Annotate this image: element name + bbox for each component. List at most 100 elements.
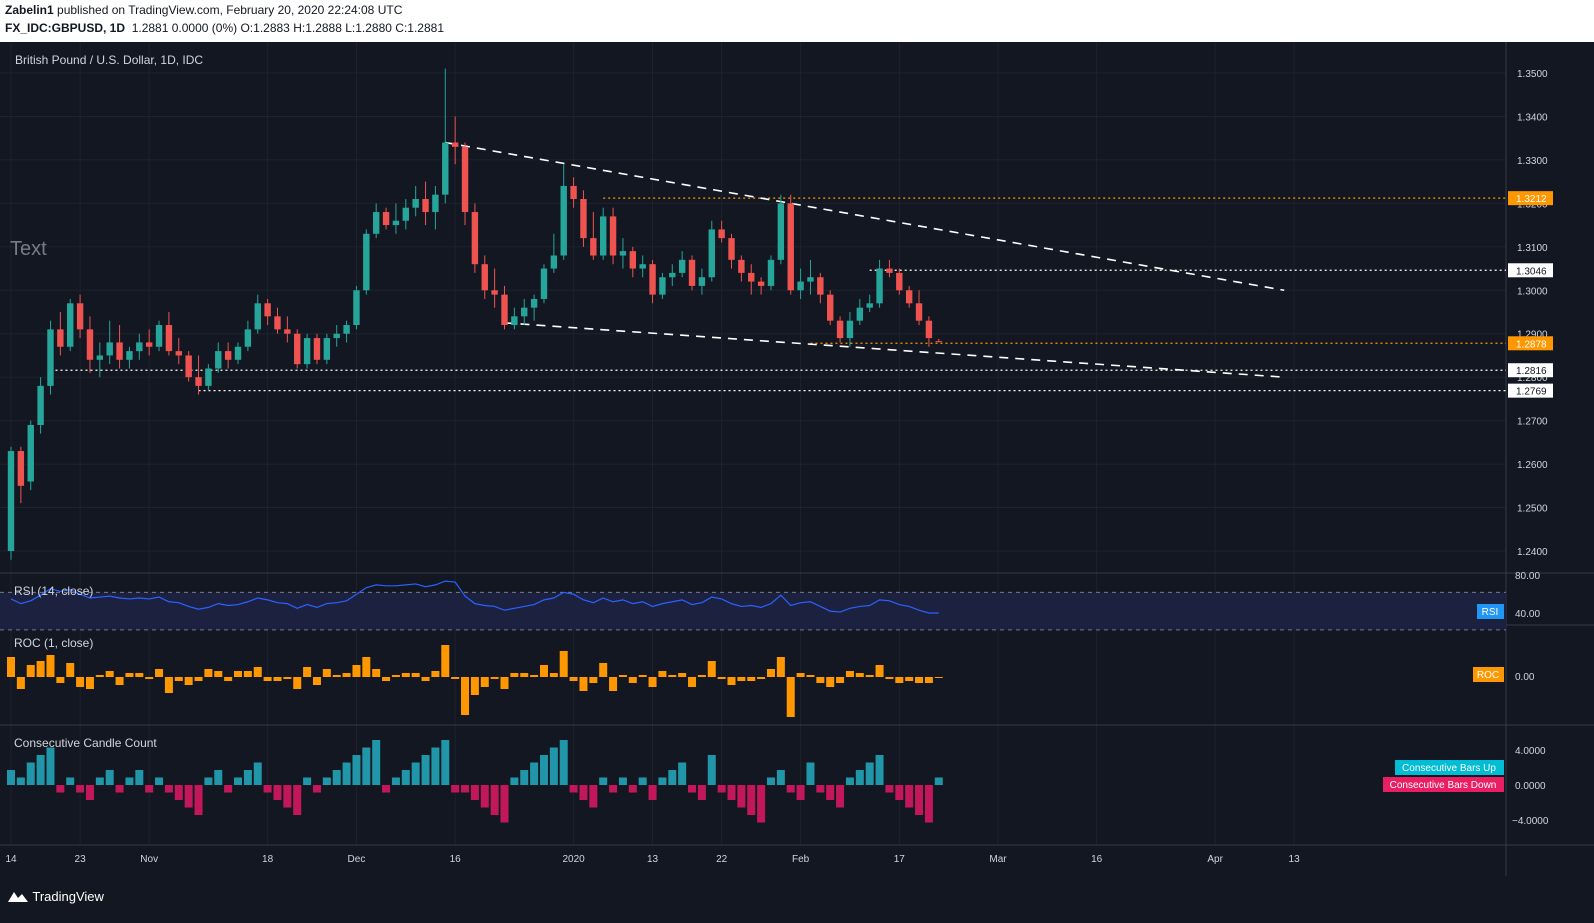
ccc-bar-down	[194, 785, 203, 815]
roc-bar	[500, 677, 509, 689]
ccc-tick-4: 4.0000	[1515, 746, 1546, 757]
roc-bar	[16, 677, 25, 689]
main-pane-title: British Pound / U.S. Dollar, 1D, IDC	[15, 53, 203, 67]
roc-bar	[85, 677, 94, 689]
candle-body	[402, 207, 409, 221]
candle-body	[896, 272, 903, 291]
roc-bar	[836, 677, 845, 683]
ccc-bar-down	[145, 785, 154, 793]
price-tick-label: 1.3000	[1517, 286, 1548, 297]
candle-body	[27, 424, 34, 482]
price-level-tag	[1508, 336, 1553, 351]
candle-body	[392, 220, 400, 226]
candle-body	[560, 185, 567, 256]
roc-bar	[747, 677, 756, 681]
roc-bar	[678, 673, 687, 677]
ccc-legend-up	[1395, 760, 1504, 775]
ccc-bar-up	[26, 762, 35, 785]
ccc-bar-up	[855, 770, 864, 785]
candles	[7, 68, 942, 560]
ccc-bar-down	[915, 785, 924, 815]
roc-tag-text: ROC	[1477, 670, 1499, 681]
roc-bar	[431, 671, 440, 677]
chart-canvas[interactable]: 1.2400 1.2500 1.2600 1.2700 1.2800 1.2900 1.30…	[0, 42, 1594, 876]
roc-bar	[539, 665, 548, 677]
time-tick-label: 13	[647, 854, 659, 865]
price-level-tag	[1508, 263, 1553, 278]
ccc-bar-up	[411, 762, 420, 785]
candle-body	[698, 277, 706, 286]
candle-body	[432, 194, 439, 213]
candle-body	[757, 281, 765, 286]
ccc-bar-down	[451, 785, 460, 793]
candle-body	[491, 290, 498, 295]
price-level-tag	[1508, 191, 1553, 206]
ccc-bar-up	[66, 777, 75, 785]
ccc-bar-up	[135, 770, 144, 785]
candle-body	[787, 203, 794, 291]
candle-body	[264, 303, 271, 317]
candle-body	[106, 342, 113, 356]
roc-bar	[549, 673, 558, 677]
roc-bar	[757, 677, 766, 679]
roc-bar	[470, 677, 479, 695]
roc-bar	[688, 677, 697, 687]
roc-bar	[95, 675, 104, 677]
roc-bar	[135, 673, 144, 677]
roc-bar	[559, 651, 568, 677]
rsi-tick-80: 80.00	[1515, 571, 1540, 582]
ccc-bar-down	[786, 785, 795, 793]
ccc-bar-up	[421, 755, 430, 785]
ccc-bar-up	[668, 770, 677, 785]
roc-bar	[155, 669, 164, 677]
candle-body	[501, 294, 508, 326]
roc-bar	[727, 677, 736, 685]
candle-body	[866, 303, 873, 308]
roc-bar	[382, 677, 391, 681]
price-tick-label: 1.2600	[1517, 460, 1548, 471]
ccc-bar-up	[539, 755, 548, 785]
footer	[0, 876, 1594, 923]
roc-bar	[816, 677, 825, 683]
rsi-tag	[1477, 604, 1504, 619]
ccc-bar-up	[549, 747, 558, 785]
candle-body	[521, 307, 528, 317]
candle-body	[580, 199, 587, 239]
ccc-bar-up	[559, 740, 568, 785]
trendline	[504, 322, 1285, 378]
rsi-pane-title: RSI (14, close)	[14, 584, 93, 598]
roc-bar	[569, 677, 578, 681]
ccc-bar-down	[905, 785, 914, 808]
roc-bar	[125, 673, 134, 677]
roc-bar	[806, 675, 815, 677]
candle-body	[748, 272, 755, 282]
time-tick-label: 22	[716, 854, 728, 865]
ccc-bar-down	[688, 785, 697, 793]
ccc-bar-up	[234, 777, 243, 785]
candle-body	[659, 277, 666, 295]
ccc-bar-up	[46, 747, 55, 785]
roc-bar	[36, 661, 45, 677]
text-annotation[interactable]: Text	[10, 238, 47, 260]
time-tick-label: 13	[1289, 854, 1301, 865]
ccc-bar-up	[95, 777, 104, 785]
roc-bar	[668, 675, 677, 677]
roc-bar	[7, 657, 15, 677]
ccc-bar-up	[520, 770, 529, 785]
roc-bar	[579, 677, 588, 691]
brand-text: TradingView	[32, 889, 104, 904]
roc-bar	[855, 673, 864, 677]
roc-bar	[273, 677, 282, 681]
candle-body	[846, 320, 854, 339]
candle-body	[570, 185, 577, 200]
ccc-bar-down	[796, 785, 805, 800]
roc-bar	[737, 677, 746, 681]
candle-body	[649, 264, 656, 295]
time-tick-label: Apr	[1207, 854, 1223, 865]
ccc-bar-up	[303, 777, 312, 785]
tradingview-logo[interactable]: TradingView	[7, 889, 104, 904]
roc-bar	[638, 675, 647, 677]
ccc-bar-down	[836, 785, 845, 808]
ccc-bar-up	[253, 762, 262, 785]
author-name[interactable]: Zabelin1	[5, 3, 54, 17]
